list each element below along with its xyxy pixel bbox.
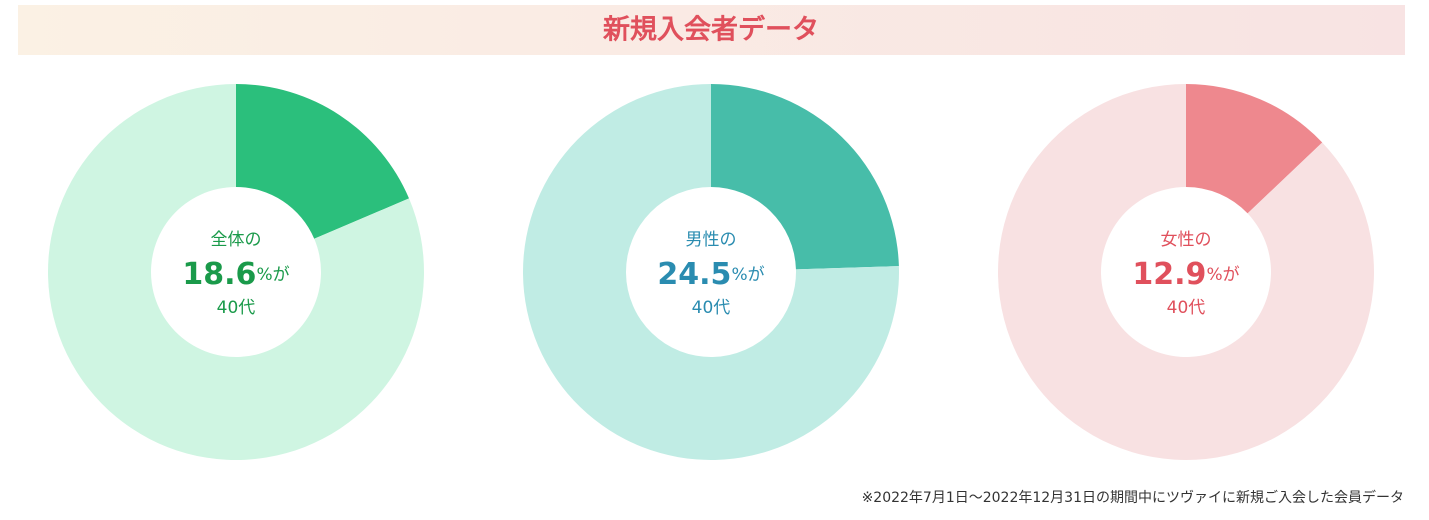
title-band bbox=[18, 5, 1405, 55]
donut-segment bbox=[236, 84, 410, 239]
center-value-suffix: %が bbox=[256, 265, 289, 285]
page-title: 新規入会者データ bbox=[602, 14, 819, 46]
center-label-bottom: 40代 bbox=[217, 298, 256, 318]
center-label-top: 女性の bbox=[1161, 230, 1212, 250]
donut-segment bbox=[1186, 84, 1323, 214]
donut-segment bbox=[47, 84, 425, 460]
center-value-line: 24.5%が bbox=[657, 257, 764, 292]
center-value: 12.9 bbox=[1132, 257, 1206, 292]
center-label-bottom: 40代 bbox=[692, 298, 731, 318]
center-value-suffix: %が bbox=[731, 265, 764, 285]
center-value: 18.6 bbox=[182, 257, 256, 292]
center-label-top: 男性の bbox=[686, 230, 737, 250]
donut-segment bbox=[523, 84, 899, 460]
center-value-line: 18.6%が bbox=[182, 257, 289, 292]
center-value: 24.5 bbox=[657, 257, 731, 292]
donut-segment bbox=[711, 84, 899, 270]
center-value-suffix: %が bbox=[1206, 265, 1239, 285]
center-label-bottom: 40代 bbox=[1167, 298, 1206, 318]
center-value-line: 12.9%が bbox=[1132, 257, 1239, 292]
footnote: ※2022年7月1日〜2022年12月31日の期間中にツヴァイに新規ご入会した会… bbox=[862, 489, 1404, 506]
donut-segment bbox=[997, 84, 1374, 460]
center-label-top: 全体の bbox=[211, 230, 262, 250]
